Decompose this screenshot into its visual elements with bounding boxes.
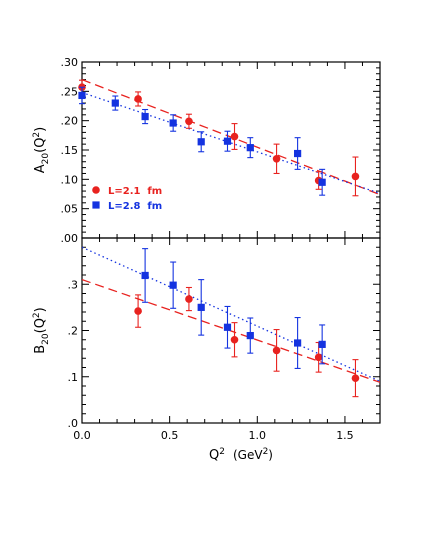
y-axis-label-part: A (33, 164, 48, 173)
x-axis-label-part: Q (209, 448, 219, 463)
fit-line-dotted (82, 91, 380, 195)
data-point-square (246, 144, 254, 152)
y-tick-label: .10 (61, 173, 79, 186)
y-axis-label-part: 20 (41, 153, 51, 165)
y-axis-label-part: ) (33, 307, 48, 312)
y-tick-label: .20 (61, 115, 79, 128)
y-tick-label: .30 (61, 56, 79, 69)
fit-line-dotted (82, 246, 380, 382)
data-point-square (223, 323, 232, 331)
data-point-square (294, 149, 302, 158)
data-point-circle (185, 295, 193, 303)
panel-a20: .00 .05 .10 .15 .20 .25 .30 A20(Q2) L=2.1 fm L=2.… (32, 56, 381, 245)
y-tick-label: .15 (61, 144, 79, 157)
y-tick-label: .1 (68, 371, 79, 384)
data-point-square (318, 340, 326, 348)
y-axis-label-part: 2 (32, 132, 42, 138)
data-point-circle (230, 335, 239, 344)
legend-marker-square (92, 201, 100, 209)
x-axis-label-part: 2 (263, 447, 269, 457)
y-axis-label-part: (Q (33, 138, 48, 153)
data-point-square (141, 112, 149, 121)
y-axis-label-part: (Q (33, 318, 48, 333)
y-axis-label: B20(Q2) (32, 307, 51, 354)
y-tick-label: .00 (61, 232, 79, 245)
data-point-square (197, 303, 205, 311)
data-point-square (318, 178, 326, 186)
data-point-square (141, 271, 149, 280)
x-tick-label: 0.0 (73, 429, 91, 442)
x-axis-label-part: 2 (219, 447, 225, 457)
data-point-circle (230, 132, 239, 141)
x-axis-label-part: (GeV (233, 448, 263, 462)
data-point-circle (314, 353, 323, 362)
legend-marker-circle (92, 186, 100, 194)
y-tick-label: .2 (68, 325, 79, 338)
y-axis-label-part: 20 (41, 333, 51, 345)
x-axis-label-part: ) (268, 448, 273, 462)
y-tick-label: .0 (68, 417, 79, 430)
data-point-square (169, 281, 177, 289)
y-axis-label-part: 2 (32, 312, 42, 318)
data-point-square (294, 339, 302, 347)
y-axis-label-part: B (33, 345, 48, 354)
data-point-square (169, 119, 177, 127)
y-tick-label: .05 (61, 203, 79, 216)
fit-line-dashed (82, 279, 380, 383)
data-point-circle (134, 307, 142, 315)
data-point-square (197, 138, 205, 146)
data-point-square (246, 331, 254, 340)
data-point-circle (134, 95, 142, 103)
data-point-square (78, 91, 86, 100)
data-point-circle (272, 155, 281, 163)
y-axis-label: A20(Q2) (32, 127, 51, 173)
data-point-circle (272, 346, 281, 355)
x-tick-label: 1.5 (336, 429, 354, 442)
data-point-square (223, 137, 232, 145)
y-axis-label-part: ) (33, 127, 48, 132)
data-point-square (111, 99, 119, 107)
legend-label: L=2.1 fm (108, 186, 162, 197)
x-tick-label: 1.0 (249, 429, 267, 442)
data-point-circle (351, 374, 360, 382)
y-tick-label: .25 (61, 85, 79, 98)
data-point-circle (351, 172, 360, 181)
data-point-circle (185, 117, 193, 126)
legend-label: L=2.8 fm (108, 201, 162, 212)
x-tick-label: 0.5 (161, 429, 179, 442)
y-tick-label: .3 (68, 278, 79, 291)
x-axis-label: Q2 (GeV2) (209, 447, 273, 463)
